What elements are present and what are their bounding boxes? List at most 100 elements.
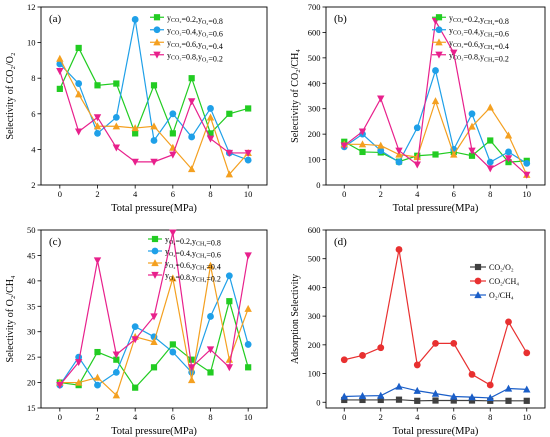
- x-axis-label: Total pressure(MPa): [393, 426, 479, 437]
- data-point: [468, 147, 476, 155]
- data-point: [468, 393, 476, 401]
- series-3: [56, 54, 252, 178]
- data-point: [432, 151, 439, 158]
- data-point: [112, 122, 121, 130]
- y-tick-label: 600: [308, 225, 321, 235]
- data-point: [504, 131, 513, 139]
- x-tick-label: 2: [379, 189, 383, 199]
- data-point: [93, 257, 102, 265]
- data-point: [358, 140, 367, 148]
- x-tick-label: 4: [415, 189, 420, 199]
- legend-marker: [153, 51, 161, 59]
- data-point: [505, 148, 512, 156]
- legend-marker: [153, 38, 161, 46]
- data-point: [523, 385, 531, 393]
- legend-entry: yCO₂=0.4,yCH₄=0.6: [432, 26, 509, 38]
- data-point: [395, 158, 403, 166]
- data-point: [169, 151, 177, 159]
- y-axis-label: Adsorption Selectivity: [290, 274, 301, 364]
- data-point: [93, 122, 102, 130]
- data-point: [486, 165, 494, 173]
- plot-frame: [325, 229, 546, 409]
- data-point: [169, 110, 177, 118]
- x-tick-label: 4: [133, 189, 138, 199]
- series-1: [341, 396, 530, 404]
- data-point: [75, 44, 82, 52]
- data-point: [56, 85, 63, 92]
- data-point: [244, 149, 252, 157]
- data-point: [432, 340, 439, 347]
- legend-label: yO₂=0.4,yCH₄=0.6: [165, 247, 221, 260]
- y-tick-label: 15: [27, 403, 36, 413]
- data-point: [245, 364, 252, 371]
- series-3: [56, 261, 252, 399]
- y-tick-label: 20: [27, 378, 36, 388]
- data-point: [486, 103, 494, 111]
- data-point: [377, 95, 385, 103]
- data-point: [432, 397, 439, 404]
- data-point: [413, 361, 421, 369]
- y-tick-label: 8: [31, 73, 35, 83]
- data-point: [487, 137, 494, 144]
- data-point: [359, 148, 366, 156]
- y-tick-label: 600: [308, 27, 321, 37]
- data-point: [358, 392, 367, 400]
- data-point: [468, 371, 476, 378]
- x-tick-label: 2: [95, 412, 99, 422]
- legend-label: CO₂/CH₄: [489, 277, 519, 286]
- series-1: [56, 44, 252, 137]
- data-point: [150, 158, 158, 166]
- data-point: [377, 147, 385, 155]
- data-point: [132, 130, 139, 137]
- legend: yO₂=0.2,yCH₄=0.8yO₂=0.4,yCH₄=0.6yO₂=0.6,…: [148, 235, 221, 284]
- x-tick-label: 6: [452, 412, 456, 422]
- legend-marker: [435, 14, 443, 21]
- series-3: [340, 382, 531, 402]
- data-point: [131, 323, 139, 331]
- data-point: [131, 16, 139, 23]
- x-tick-label: 0: [342, 412, 346, 422]
- legend: yCO₂=0.2,yO₂=0.8yCO₂=0.4,yO₂=0.6yCO₂=0.6…: [150, 13, 223, 63]
- data-point: [112, 113, 120, 121]
- data-point: [169, 348, 177, 356]
- data-point: [187, 376, 196, 384]
- data-point: [225, 355, 234, 363]
- data-point: [206, 261, 215, 269]
- data-point: [207, 369, 214, 376]
- legend-label: yO₂=0.8,yCH₄=0.2: [165, 271, 221, 284]
- series-4: [56, 67, 252, 166]
- legend-label: yCO₂=0.6,yO₂=0.4: [167, 38, 223, 51]
- x-tick-label: 4: [415, 412, 420, 422]
- data-point: [207, 313, 214, 320]
- y-tick-label: 100: [308, 369, 321, 379]
- data-point: [93, 114, 102, 122]
- data-point: [359, 396, 366, 404]
- data-point: [431, 97, 440, 105]
- y-tick-label: 200: [308, 340, 321, 350]
- data-point: [377, 141, 385, 149]
- y-tick-label: 500: [308, 254, 321, 264]
- legend-marker: [435, 38, 443, 46]
- legend-marker: [151, 271, 159, 279]
- y-tick-label: 6: [31, 109, 35, 119]
- data-point: [206, 135, 215, 143]
- data-point: [244, 304, 252, 312]
- y-tick-label: 30: [27, 327, 36, 337]
- data-point: [131, 158, 139, 166]
- data-point: [187, 165, 196, 173]
- legend-entry: yO₂=0.2,yCH₄=0.8: [148, 235, 221, 248]
- legend-marker: [151, 259, 159, 267]
- y-tick-label: 200: [308, 129, 321, 139]
- data-point: [413, 124, 421, 132]
- legend-entry: yCO₂=0.6,yCH₄=0.4: [432, 38, 509, 51]
- x-tick-label: 8: [488, 412, 492, 422]
- y-tick-label: 400: [308, 78, 321, 88]
- data-point: [56, 67, 64, 75]
- series-line: [59, 265, 249, 397]
- data-point: [169, 341, 176, 348]
- y-tick-label: 45: [27, 250, 36, 260]
- data-point: [340, 392, 348, 400]
- data-point: [244, 341, 252, 348]
- x-axis-label: Total pressure(MPa): [111, 203, 197, 214]
